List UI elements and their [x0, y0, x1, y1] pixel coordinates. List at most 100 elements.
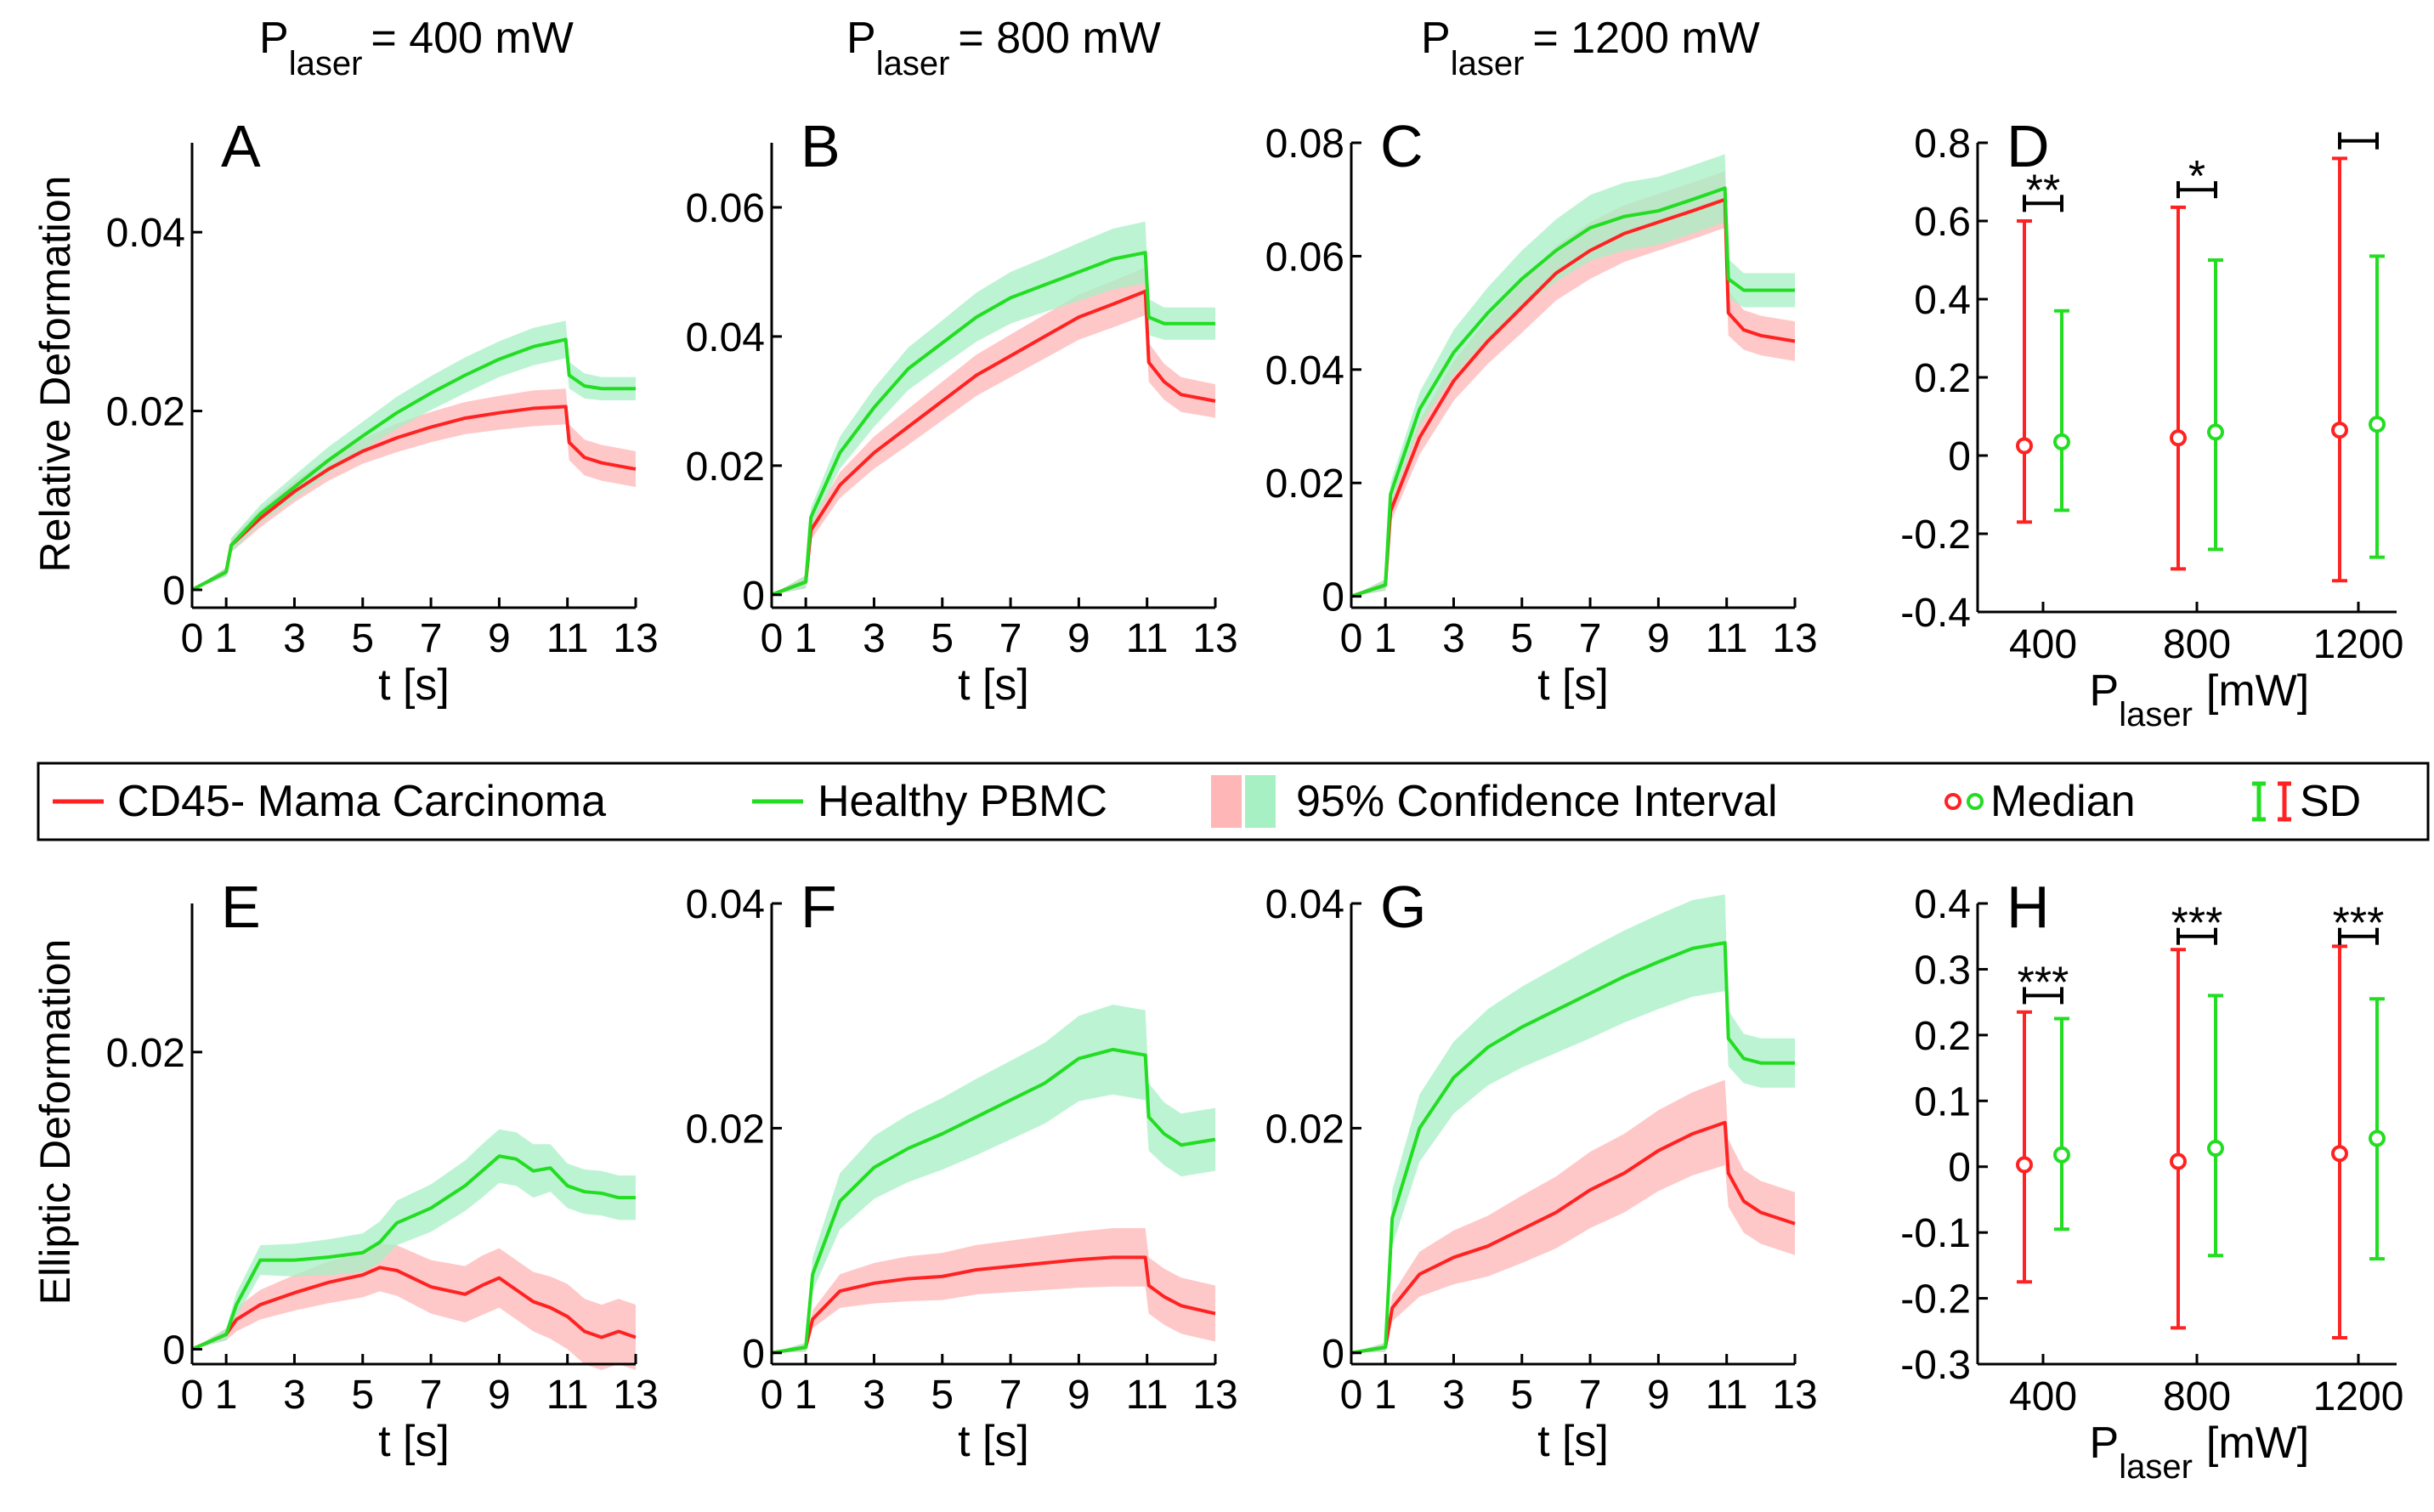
- median-marker: [2016, 437, 2033, 455]
- x-axis-label: t [s]: [378, 660, 450, 710]
- x-axis-label: t [s]: [1537, 660, 1609, 710]
- x-tick-label: 0: [181, 616, 204, 661]
- legend-red-band-swatch: [1211, 775, 1242, 828]
- x-tick-label: 3: [283, 1373, 306, 1418]
- x-tick-label: 400: [2009, 622, 2077, 667]
- median-marker: [2053, 433, 2070, 450]
- y-tick-label: -0.2: [1900, 512, 1971, 558]
- y-tick-label: 0.04: [106, 211, 185, 256]
- panel-label: E: [221, 874, 261, 940]
- y-tick-label: 0.4: [1914, 278, 1971, 323]
- legend-ci-label: 95% Confidence Interval: [1296, 777, 1778, 826]
- y-tick-label: 0.04: [1265, 882, 1344, 927]
- x-tick-label: 11: [1706, 1373, 1748, 1418]
- series-line-pbmc: [771, 1047, 1216, 1355]
- x-tick-label: 7: [420, 616, 443, 661]
- x-tick-label: 5: [1510, 616, 1533, 661]
- x-tick-label: 800: [2163, 1374, 2231, 1419]
- x-tick-label: 9: [488, 1373, 511, 1418]
- median-marker: [2016, 1156, 2033, 1174]
- y-tick-label: 0.04: [686, 315, 765, 360]
- y-tick-label: 0.02: [686, 445, 765, 490]
- x-tick-label: 800: [2163, 622, 2231, 667]
- x-tick-label: 400: [2009, 1374, 2077, 1419]
- y-tick-label: 0: [742, 1332, 765, 1377]
- panel-f: 0 1 3 5 7 9 11 13t [s]00.020.04 F: [686, 874, 1238, 1466]
- panel-e: 0 1 3 5 7 9 11 13t [s]00.02E: [106, 874, 659, 1466]
- panel-label: D: [2007, 113, 2050, 179]
- y-tick-label: 0.02: [686, 1107, 765, 1152]
- x-tick-label: 3: [863, 1373, 886, 1418]
- column-header-800: Plaser= 800 mW: [846, 14, 1161, 82]
- ci-band-pbmc: [1351, 894, 1795, 1353]
- x-tick-label: 9: [488, 616, 511, 661]
- legend-red-label: CD45- Mama Carcinoma: [117, 777, 606, 826]
- x-tick-label: 1: [215, 616, 238, 661]
- significance-stars: **: [2026, 166, 2060, 215]
- median-marker: [2331, 1145, 2348, 1163]
- series-line-pbmc: [1350, 186, 1795, 598]
- series-line-carcinoma: [1350, 1120, 1796, 1355]
- y-tick-label: 0: [1322, 1332, 1344, 1377]
- legend-sd-red-marker: [2278, 781, 2291, 822]
- series-line-carcinoma: [771, 289, 1216, 597]
- y-tick-label: -0.4: [1900, 591, 1971, 636]
- y-tick-label: 0: [1948, 1146, 1971, 1191]
- y-tick-label: 0.2: [1914, 356, 1971, 401]
- y-tick-label: 0.3: [1914, 948, 1971, 993]
- x-tick-label: 9: [1647, 616, 1670, 661]
- x-tick-label: 13: [613, 1373, 658, 1418]
- x-tick-label: 0: [181, 1373, 204, 1418]
- panel-label: A: [221, 113, 261, 179]
- x-axis-label: t [s]: [1537, 1417, 1609, 1466]
- panel-label: B: [801, 113, 841, 179]
- x-axis-label: Plaser [mW]: [2090, 1419, 2310, 1486]
- x-axis-label: Plaser [mW]: [2090, 666, 2310, 733]
- ci-band-pbmc: [772, 221, 1215, 595]
- median-marker: [2331, 422, 2348, 439]
- median-marker: [2170, 429, 2187, 447]
- column-header-1200: Plaser= 1200 mW: [1421, 14, 1760, 82]
- x-tick-label: 0: [761, 616, 784, 661]
- y-tick-label: 0: [162, 569, 185, 614]
- ci-band-pbmc: [1351, 154, 1795, 597]
- panel-label: F: [801, 874, 837, 940]
- y-tick-label: 0.8: [1914, 122, 1971, 167]
- x-tick-label: 13: [1192, 616, 1237, 661]
- series-line-carcinoma: [1350, 197, 1796, 598]
- x-tick-label: 1200: [2313, 1374, 2404, 1419]
- x-tick-label: 1: [795, 1373, 818, 1418]
- x-tick-label: 3: [1442, 1373, 1465, 1418]
- x-tick-label: 13: [1772, 1373, 1817, 1418]
- y-tick-label: 0.4: [1914, 882, 1971, 927]
- ci-band-pbmc: [772, 1004, 1215, 1353]
- y-tick-label: 0.02: [106, 1031, 185, 1076]
- svg-text:Plaser= 800 mW: Plaser= 800 mW: [846, 14, 1161, 82]
- significance-stars: ***: [2018, 958, 2069, 1007]
- x-tick-label: 3: [863, 616, 886, 661]
- x-tick-label: 1: [1374, 616, 1397, 661]
- x-tick-label: 7: [999, 1373, 1022, 1418]
- x-tick-label: 1: [795, 616, 818, 661]
- x-tick-label: 11: [546, 616, 589, 661]
- column-header-400: Plaser= 400 mW: [259, 14, 574, 82]
- legend-median-red-marker: [1944, 793, 1961, 810]
- y-tick-label: -0.1: [1900, 1211, 1971, 1256]
- legend-median-label: Median: [1990, 777, 2136, 826]
- legend-green-label: Healthy PBMC: [818, 777, 1107, 826]
- y-tick-label: 0.6: [1914, 200, 1971, 245]
- x-tick-label: 5: [351, 1373, 374, 1418]
- x-tick-label: 13: [613, 616, 658, 661]
- median-marker: [2207, 1140, 2224, 1158]
- y-tick-label: 0.02: [106, 390, 185, 435]
- x-tick-label: 3: [283, 616, 306, 661]
- y-tick-label: 0.02: [1265, 1107, 1344, 1152]
- x-tick-label: 5: [931, 1373, 954, 1418]
- y-tick-label: 0: [742, 574, 765, 619]
- x-tick-label: 5: [931, 616, 954, 661]
- series-line-carcinoma: [191, 1266, 637, 1351]
- svg-text:Plaser= 400 mW: Plaser= 400 mW: [259, 14, 574, 82]
